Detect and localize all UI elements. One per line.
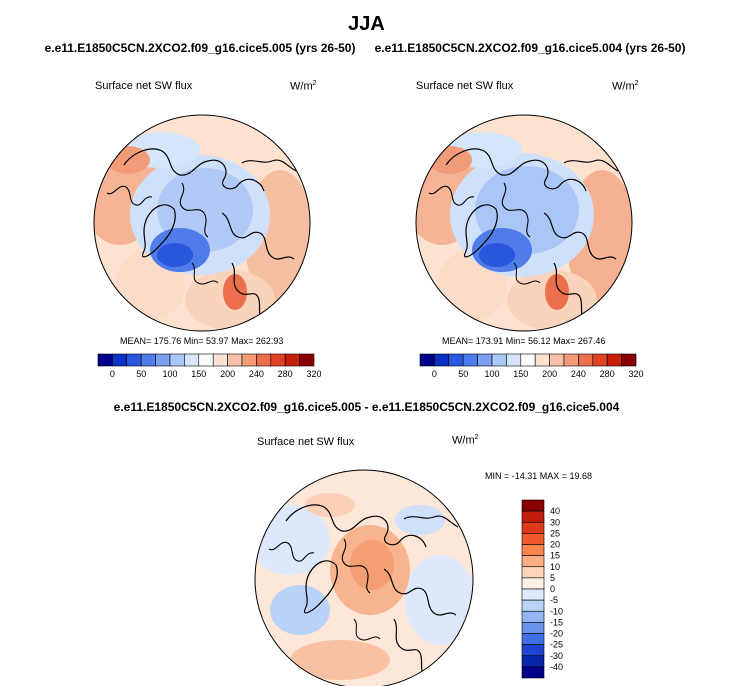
right-colorbar-swatch (549, 353, 565, 367)
left-colorbar-swatch (97, 353, 113, 367)
left-colorbar-swatch (112, 353, 128, 367)
right-colorbar-swatch (578, 353, 594, 367)
left-colorbar-tick-label: 200 (220, 369, 235, 379)
left-variable-label: Surface net SW flux (95, 80, 193, 92)
right-colorbar-swatch (491, 353, 507, 367)
difference-title: e.e11.E1850C5CN.2XCO2.f09_g16.cice5.005 … (113, 400, 620, 414)
left-unit-label: W/m2 (290, 80, 317, 93)
diff-colorbar-tick-label: 20 (550, 540, 560, 550)
left-colorbar-swatch (284, 353, 300, 367)
left-colorbar-tick-label: 0 (110, 369, 115, 379)
diff-colorbar-swatch (521, 588, 545, 601)
diff-variable-label: Surface net SW flux (257, 436, 355, 448)
right-colorbar-tick-label: 320 (628, 369, 643, 379)
right-unit-label: W/m2 (612, 80, 639, 93)
right-colorbar: 0 50 100 150 200 240 280 320 (419, 353, 644, 379)
left-colorbar-tick-label: 320 (306, 369, 321, 379)
diff-colorbar-tick-label: -20 (550, 629, 563, 639)
diff-colorbar-tick-label: 40 (550, 506, 560, 516)
left-colorbar-tick-label: 240 (249, 369, 264, 379)
diff-colorbar-tick-label: -25 (550, 640, 563, 650)
diff-colorbar-swatch (521, 521, 545, 534)
right-colorbar-tick-label: 150 (513, 369, 528, 379)
diff-colorbar-tick-label: 30 (550, 517, 560, 527)
diff-colorbar-swatch (521, 510, 545, 523)
right-colorbar-swatch (448, 353, 464, 367)
diff-colorbar-tick-label: 15 (550, 551, 560, 561)
diff-colorbar-swatch (521, 610, 545, 623)
diff-colorbar-tick-label: -15 (550, 617, 563, 627)
right-colorbar-tick-label: 240 (571, 369, 586, 379)
left-colorbar-swatch (198, 353, 214, 367)
right-colorbar-swatch (419, 353, 435, 367)
right-colorbar-swatch (520, 353, 536, 367)
diff-colorbar-tick-label: 5 (550, 573, 555, 583)
diff-colorbar-swatch (521, 566, 545, 579)
right-colorbar-tick-label: 50 (458, 369, 468, 379)
diff-colorbar-tick-label: 10 (550, 562, 560, 572)
diff-colorbar-swatch (521, 666, 545, 679)
diff-colorbar-swatch (521, 577, 545, 590)
right-polar-map (415, 114, 633, 332)
diff-colorbar-swatch (521, 655, 545, 668)
left-colorbar: 0 50 100 150 200 240 280 320 (97, 353, 322, 379)
diff-colorbar-swatch (521, 533, 545, 545)
right-colorbar-tick-label: 100 (484, 369, 499, 379)
case-title-right: e.e11.E1850C5CN.2XCO2.f09_g16.cice5.004 … (374, 41, 686, 55)
left-colorbar-swatch (140, 353, 156, 367)
right-colorbar-swatch (434, 353, 450, 367)
diff-colorbar-tick-label: 0 (550, 584, 555, 594)
right-variable-label: Surface net SW flux (416, 80, 514, 92)
difference-polar-map (254, 469, 474, 686)
right-colorbar-tick-label: 0 (432, 369, 437, 379)
left-colorbar-tick-label: 280 (278, 369, 293, 379)
right-stats-label: MEAN= 173.91 Min= 56.12 Max= 267.46 (442, 336, 606, 346)
right-colorbar-swatch (506, 353, 522, 367)
diff-colorbar-tick-label: -5 (550, 595, 558, 605)
left-colorbar-swatch (241, 353, 257, 367)
right-colorbar-swatch (534, 353, 550, 367)
diff-unit-label: W/m2 (452, 434, 479, 447)
diff-colorbar-swatch (521, 599, 545, 612)
diff-colorbar-tick-label: 25 (550, 528, 560, 538)
left-colorbar-swatch (299, 353, 315, 367)
diff-colorbar-swatch (521, 499, 545, 512)
left-colorbar-swatch (155, 353, 171, 367)
right-colorbar-swatch (563, 353, 579, 367)
right-colorbar-tick-label: 280 (600, 369, 615, 379)
left-colorbar-swatch (270, 353, 286, 367)
diff-colorbar-swatch (521, 555, 545, 568)
diff-colorbar-swatch (521, 644, 545, 657)
diff-colorbar-tick-label: -10 (550, 606, 563, 616)
left-colorbar-swatch (227, 353, 243, 367)
diff-colorbar-tick-label: -30 (550, 651, 563, 661)
diff-colorbar-swatch (521, 544, 545, 556)
season-title: JJA (348, 13, 385, 35)
left-colorbar-swatch (169, 353, 185, 367)
left-colorbar-tick-label: 50 (136, 369, 146, 379)
left-colorbar-swatch (126, 353, 142, 367)
right-colorbar-swatch (592, 353, 608, 367)
diff-colorbar-swatch (521, 633, 545, 645)
diff-colorbar-tick-label: -40 (550, 662, 563, 672)
right-colorbar-swatch (462, 353, 478, 367)
right-colorbar-tick-label: 200 (542, 369, 557, 379)
right-colorbar-swatch (477, 353, 493, 367)
diff-colorbar-swatch (521, 622, 545, 634)
left-colorbar-swatch (184, 353, 200, 367)
left-colorbar-tick-label: 150 (191, 369, 206, 379)
diff-stats-label: MIN = -14.31 MAX = 19.68 (485, 471, 593, 481)
right-colorbar-swatch (606, 353, 622, 367)
left-polar-map (93, 114, 311, 332)
left-stats-label: MEAN= 175.76 Min= 53.97 Max= 262.93 (120, 336, 284, 346)
left-colorbar-tick-label: 100 (162, 369, 177, 379)
left-colorbar-swatch (256, 353, 272, 367)
right-colorbar-swatch (621, 353, 637, 367)
left-colorbar-swatch (212, 353, 228, 367)
case-title-left: e.e11.E1850C5CN.2XCO2.f09_g16.cice5.005 … (44, 41, 356, 55)
